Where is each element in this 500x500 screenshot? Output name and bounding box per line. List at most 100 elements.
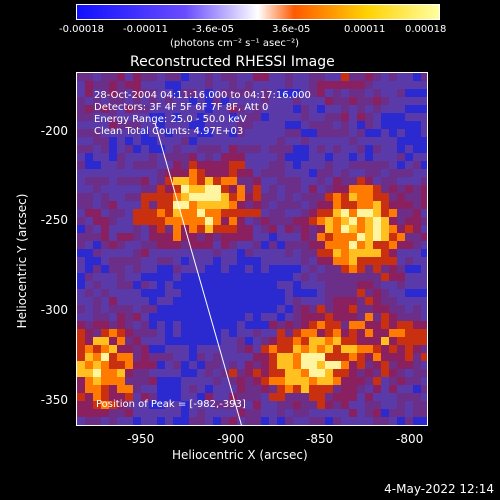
- heatmap-cell: [109, 89, 117, 97]
- heatmap-cell: [189, 121, 197, 129]
- x-tick: -900: [217, 432, 245, 446]
- heatmap-cell: [261, 97, 269, 105]
- heatmap-cell: [221, 417, 229, 425]
- heatmap-cell: [181, 105, 189, 113]
- heatmap-cell: [237, 329, 245, 337]
- heatmap-cell: [213, 169, 221, 177]
- heatmap-cell: [253, 353, 261, 361]
- heatmap-cell: [277, 169, 285, 177]
- heatmap-cell: [373, 289, 381, 297]
- heatmap-cell: [285, 377, 293, 385]
- heatmap-cell: [309, 105, 317, 113]
- heatmap-cell: [173, 81, 181, 89]
- heatmap-cell: [389, 401, 397, 409]
- heatmap-cell: [141, 153, 149, 161]
- heatmap-cell: [109, 377, 117, 385]
- heatmap-cell: [405, 185, 413, 193]
- heatmap-cell: [269, 129, 277, 137]
- heatmap-cell: [301, 177, 309, 185]
- heatmap-cell: [85, 257, 93, 265]
- heatmap-cell: [285, 217, 293, 225]
- heatmap-cell: [197, 249, 205, 257]
- y-tick: -200: [40, 124, 68, 138]
- heatmap-cell: [309, 321, 317, 329]
- heatmap-cell: [293, 409, 301, 417]
- heatmap-cell: [213, 417, 221, 425]
- heatmap-cell: [325, 233, 333, 241]
- heatmap-cell: [373, 137, 381, 145]
- heatmap-cell: [261, 249, 269, 257]
- heatmap-cell: [245, 281, 253, 289]
- heatmap-cell: [421, 273, 427, 281]
- heatmap-cell: [101, 185, 109, 193]
- heatmap-cell: [317, 353, 325, 361]
- heatmap-cell: [269, 425, 277, 426]
- heatmap-cell: [277, 337, 285, 345]
- heatmap-cell: [365, 137, 373, 145]
- heatmap-cell: [269, 369, 277, 377]
- heatmap-cell: [301, 169, 309, 177]
- heatmap-cell: [245, 225, 253, 233]
- heatmap-cell: [77, 313, 85, 321]
- heatmap-cell: [357, 81, 365, 89]
- heatmap-cell: [301, 185, 309, 193]
- heatmap-cell: [341, 169, 349, 177]
- heatmap-cell: [133, 233, 141, 241]
- heatmap-cell: [389, 369, 397, 377]
- heatmap-cell: [357, 209, 365, 217]
- heatmap-cell: [205, 209, 213, 217]
- heatmap-cell: [213, 153, 221, 161]
- heatmap-cell: [357, 353, 365, 361]
- heatmap-cell: [85, 233, 93, 241]
- heatmap-cell: [365, 121, 373, 129]
- heatmap-cell: [101, 281, 109, 289]
- heatmap-cell: [381, 417, 389, 425]
- heatmap-cell: [237, 89, 245, 97]
- heatmap-cell: [269, 377, 277, 385]
- heatmap-cell: [269, 169, 277, 177]
- heatmap-cell: [333, 89, 341, 97]
- heatmap-cell: [333, 209, 341, 217]
- heatmap-cell: [373, 97, 381, 105]
- heatmap-cell: [325, 313, 333, 321]
- heatmap-cell: [213, 273, 221, 281]
- heatmap-cell: [301, 337, 309, 345]
- heatmap-cell: [325, 361, 333, 369]
- heatmap-cell: [213, 409, 221, 417]
- heatmap-cell: [373, 225, 381, 233]
- heatmap-cell: [293, 225, 301, 233]
- heatmap-cell: [213, 345, 221, 353]
- heatmap-cell: [397, 185, 405, 193]
- heatmap-cell: [189, 281, 197, 289]
- heatmap-cell: [301, 401, 309, 409]
- heatmap-cell: [389, 385, 397, 393]
- heatmap-cell: [149, 273, 157, 281]
- heatmap-cell: [413, 89, 421, 97]
- heatmap-cell: [389, 169, 397, 177]
- heatmap-cell: [101, 217, 109, 225]
- heatmap-cell: [197, 225, 205, 233]
- heatmap-cell: [229, 281, 237, 289]
- heatmap-cell: [109, 417, 117, 425]
- heatmap-cell: [421, 257, 427, 265]
- heatmap-cell: [237, 241, 245, 249]
- heatmap-cell: [221, 313, 229, 321]
- heatmap-cell: [349, 89, 357, 97]
- heatmap-cell: [205, 217, 213, 225]
- heatmap-cell: [245, 209, 253, 217]
- heatmap-cell: [413, 209, 421, 217]
- heatmap-cell: [101, 249, 109, 257]
- heatmap-cell: [181, 369, 189, 377]
- heatmap-cell: [365, 329, 373, 337]
- heatmap-cell: [157, 297, 165, 305]
- heatmap-cell: [117, 113, 125, 121]
- heatmap-cell: [101, 161, 109, 169]
- heatmap-cell: [325, 113, 333, 121]
- heatmap-cell: [397, 313, 405, 321]
- heatmap-cell: [189, 273, 197, 281]
- heatmap-cell: [357, 417, 365, 425]
- heatmap-cell: [221, 161, 229, 169]
- heatmap-cell: [277, 345, 285, 353]
- heatmap-cell: [197, 89, 205, 97]
- heatmap-cell: [317, 225, 325, 233]
